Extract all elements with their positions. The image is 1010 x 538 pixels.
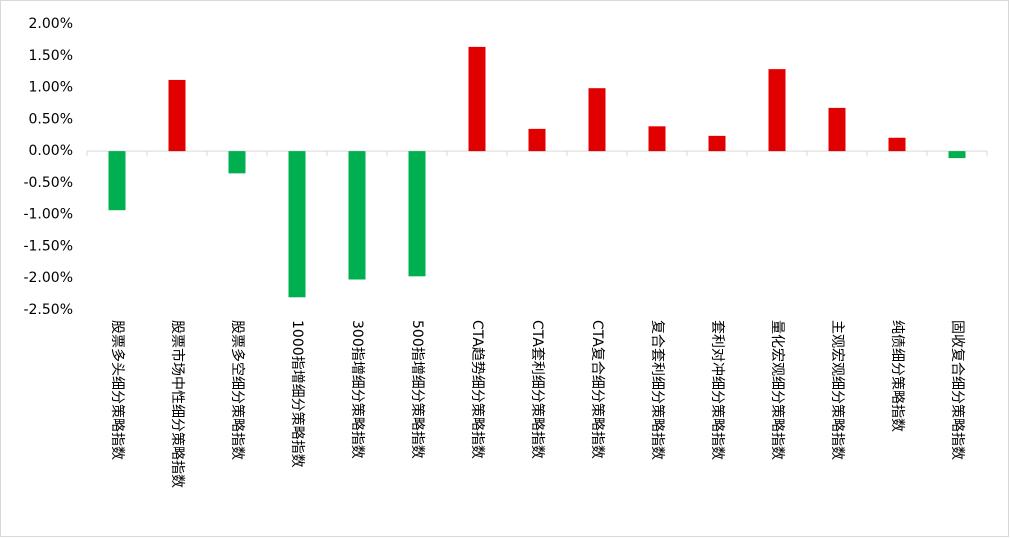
bar [348, 151, 366, 280]
x-tick-label: 股票市场中性细分策略指数 [169, 320, 186, 488]
y-tick-label: -0.50% [23, 175, 73, 191]
x-tick-label: 股票多头细分策略指数 [109, 320, 126, 460]
bar [828, 107, 846, 152]
x-tick-label: 股票多空细分策略指数 [229, 320, 246, 460]
x-tick-label: 固收复合细分策略指数 [949, 320, 966, 460]
bar [108, 151, 126, 211]
bar [768, 69, 786, 152]
x-tick-label: CTA趋势细分策略指数 [469, 320, 486, 459]
x-tick-label: 复合套利细分策略指数 [649, 320, 666, 460]
y-tick-label: -2.50% [23, 302, 73, 318]
x-tick-label: 纯债细分策略指数 [889, 320, 906, 432]
y-tick-label: -1.50% [23, 238, 73, 254]
x-tick-label: 300指增细分策略指数 [349, 320, 366, 459]
bar [288, 151, 306, 298]
bar [588, 88, 606, 152]
x-tick-label: 量化宏观细分策略指数 [769, 320, 786, 460]
y-tick-label: 2.00% [29, 16, 73, 32]
bar [648, 126, 666, 152]
bar [708, 135, 726, 152]
y-tick-label: 0.00% [29, 143, 73, 159]
bar [528, 128, 546, 152]
bar [408, 151, 426, 277]
bar [948, 151, 966, 159]
x-tick-label: 套利对冲细分策略指数 [709, 320, 726, 460]
x-tick-label: CTA套利细分策略指数 [529, 320, 546, 459]
y-tick-label: -2.00% [23, 270, 73, 286]
x-tick-label: 1000指增细分策略指数 [289, 320, 306, 468]
y-tick-label: 1.50% [29, 48, 73, 64]
x-tick-label: 主观宏观细分策略指数 [829, 320, 846, 460]
x-tick-label: 500指增细分策略指数 [409, 320, 426, 459]
bar [888, 137, 906, 152]
x-tick-label: CTA复合细分策略指数 [589, 320, 606, 459]
y-tick-label: 0.50% [29, 111, 73, 127]
bar [168, 79, 186, 152]
bar [228, 151, 246, 174]
bar [468, 46, 486, 152]
y-tick-label: 1.00% [29, 80, 73, 96]
y-tick-label: -1.00% [23, 207, 73, 223]
